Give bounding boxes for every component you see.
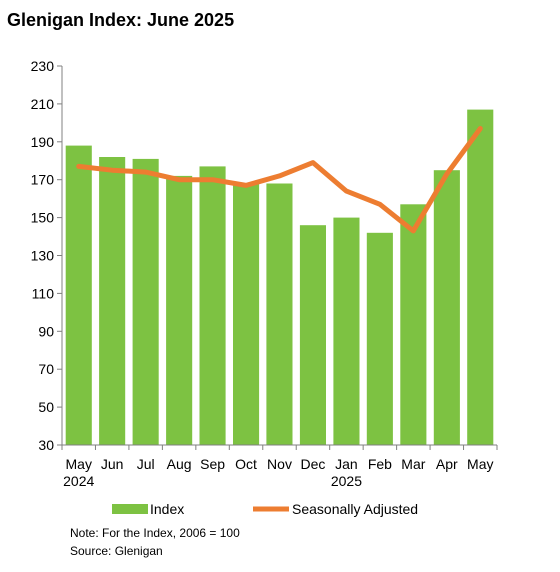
line-point-3: [178, 179, 180, 181]
x-tick-label: Apr: [436, 456, 458, 472]
x-year-label: 2024: [63, 473, 94, 489]
bar-index-oct-5: [233, 183, 260, 445]
line-point-0: [78, 165, 80, 167]
bar-index-mar-10: [400, 204, 427, 445]
x-tick-label: Jul: [137, 456, 155, 472]
legend-label-seasonally-adjusted: Seasonally Adjusted: [292, 501, 418, 517]
line-point-6: [279, 175, 280, 177]
line-point-7: [312, 162, 314, 164]
bar-index-nov-6: [266, 183, 293, 445]
y-tick-label: 230: [31, 58, 55, 74]
line-point-2: [145, 171, 147, 173]
line-point-8: [345, 190, 347, 192]
x-tick-label: Oct: [235, 456, 257, 472]
x-tick-label: Jun: [101, 456, 124, 472]
x-tick-label: Jan: [335, 456, 358, 472]
x-tick-label: Dec: [301, 456, 326, 472]
y-tick-label: 130: [31, 248, 55, 264]
bar-index-apr-11: [433, 170, 460, 445]
bar-series-index: [65, 109, 494, 445]
bar-index-may-0: [65, 145, 92, 445]
x-tick-label: May: [66, 456, 92, 472]
x-year-label: 2025: [331, 473, 362, 489]
bar-index-may-12: [467, 109, 494, 445]
x-tick-label: Feb: [368, 456, 392, 472]
x-tick-label: Mar: [401, 456, 425, 472]
chart-legend: Index Seasonally Adjusted: [112, 501, 418, 517]
y-tick-label: 170: [31, 172, 55, 188]
line-series-seasonally-adjusted: [76, 126, 483, 234]
line-point-10: [412, 230, 414, 232]
bar-index-aug-3: [166, 175, 193, 445]
line-point-12: [479, 128, 481, 129]
bar-index-sep-4: [199, 166, 226, 445]
line-point-11: [446, 173, 448, 175]
chart-note: Note: For the Index, 2006 = 100: [70, 526, 240, 540]
legend-swatch-index: [112, 504, 148, 514]
x-tick-label: May: [467, 456, 493, 472]
chart-title: Glenigan Index: June 2025: [7, 10, 235, 30]
y-tick-label: 70: [38, 361, 54, 377]
x-tick-label: Nov: [267, 456, 292, 472]
y-tick-label: 50: [38, 399, 54, 415]
bar-index-jun-1: [99, 157, 126, 445]
x-tick-label: Sep: [200, 456, 225, 472]
bar-index-jan-8: [333, 217, 360, 445]
bar-index-jul-2: [132, 158, 159, 445]
line-point-9: [379, 203, 381, 205]
x-tick-label: Aug: [167, 456, 192, 472]
y-tick-label: 110: [32, 285, 55, 301]
y-tick-label: 150: [31, 210, 55, 226]
bar-index-feb-9: [366, 232, 393, 445]
y-tick-label: 90: [38, 323, 54, 339]
line-point-4: [212, 179, 214, 181]
y-tick-label: 30: [38, 437, 54, 453]
line-point-1: [111, 169, 113, 171]
y-tick-label: 190: [31, 134, 55, 150]
bar-index-dec-7: [299, 225, 326, 445]
y-tick-label: 210: [31, 96, 55, 112]
line-point-5: [245, 184, 247, 186]
legend-label-index: Index: [150, 501, 184, 517]
chart-source: Source: Glenigan: [70, 544, 163, 558]
